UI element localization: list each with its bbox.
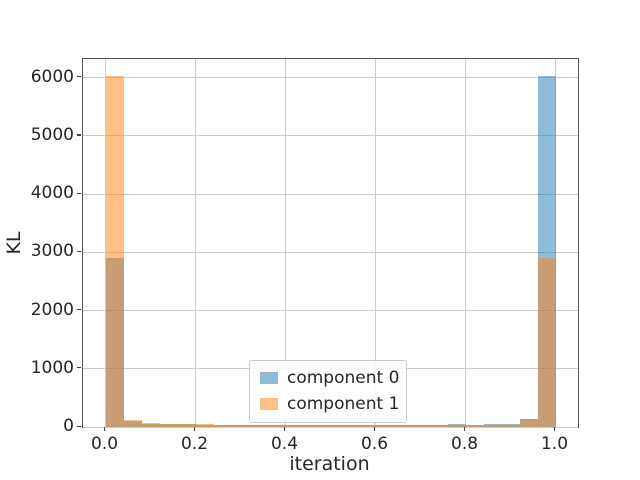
x-tick-mark [284, 427, 286, 431]
hist-bar-component-1 [357, 425, 376, 427]
hist-bar-component-1 [537, 258, 556, 427]
y-tick-mark [77, 250, 81, 252]
gridline-vertical [195, 59, 196, 427]
hist-bar-component-1 [393, 425, 412, 427]
y-tick-label: 3000 [30, 241, 74, 262]
y-tick-label: 5000 [30, 124, 74, 145]
y-tick-label: 1000 [30, 357, 74, 378]
y-tick-mark [77, 192, 81, 194]
hist-bar-component-1 [249, 425, 268, 427]
gridline-horizontal [83, 251, 578, 253]
gridline-vertical [465, 59, 466, 427]
legend-entry-component-0: component 0 [260, 368, 399, 388]
legend-swatch-component-0 [260, 372, 278, 384]
legend-label: component 1 [287, 394, 400, 414]
hist-bar-component-1 [411, 425, 430, 427]
hist-bar-component-1 [519, 419, 538, 427]
y-tick-label: 2000 [30, 299, 74, 320]
gridline-vertical [555, 59, 556, 427]
hist-bar-component-1 [123, 419, 142, 427]
hist-bar-component-1 [177, 423, 196, 427]
gridline-horizontal [83, 77, 578, 79]
gridline-vertical [375, 59, 376, 427]
gridline-horizontal [83, 426, 578, 428]
hist-bar-component-1 [195, 424, 214, 427]
hist-bar-component-1 [375, 425, 394, 427]
hist-bar-component-1 [465, 424, 484, 427]
legend-label: component 0 [287, 368, 400, 388]
gridline-horizontal [83, 193, 578, 195]
x-tick-label: 0.6 [360, 434, 389, 454]
gridline-vertical [285, 59, 286, 427]
plot-area: component 0 component 1 [82, 58, 579, 428]
x-tick-mark [104, 427, 106, 431]
y-tick-mark [77, 76, 81, 78]
hist-bar-component-1 [231, 424, 250, 427]
hist-bar-component-1 [267, 424, 286, 427]
y-tick-mark [77, 425, 81, 427]
x-axis-label: iteration [289, 453, 370, 475]
legend: component 0 component 1 [249, 360, 407, 423]
hist-bar-component-1 [483, 425, 502, 427]
x-tick-label: 0.0 [90, 434, 119, 454]
x-tick-mark [194, 427, 196, 431]
x-tick-mark [554, 427, 556, 431]
legend-swatch-component-1 [260, 398, 278, 410]
y-tick-mark [77, 134, 81, 136]
x-tick-label: 0.2 [180, 434, 209, 454]
hist-bar-component-1 [321, 424, 340, 427]
hist-bar-component-1 [339, 424, 358, 427]
gridline-horizontal [83, 135, 578, 137]
hist-bar-component-1 [501, 424, 520, 427]
legend-entry-component-1: component 1 [260, 394, 399, 414]
x-tick-label: 0.8 [450, 434, 479, 454]
hist-bar-component-1 [141, 423, 160, 427]
y-tick-label: 0 [63, 416, 74, 436]
y-tick-mark [77, 309, 81, 311]
hist-bar-component-1 [285, 425, 304, 427]
y-tick-label: 6000 [30, 66, 74, 87]
y-tick-mark [77, 367, 81, 369]
x-tick-label: 1.0 [540, 434, 569, 454]
x-tick-mark [374, 427, 376, 431]
gridline-horizontal [83, 310, 578, 312]
hist-bar-component-1 [213, 424, 232, 427]
x-tick-mark [464, 427, 466, 431]
hist-bar-component-1 [447, 425, 466, 427]
y-tick-label: 4000 [30, 183, 74, 204]
hist-bar-component-1 [303, 425, 322, 427]
hist-bar-component-1 [159, 423, 178, 427]
hist-bar-component-1 [105, 75, 124, 427]
x-tick-label: 0.4 [270, 434, 299, 454]
hist-bar-component-1 [429, 424, 448, 427]
